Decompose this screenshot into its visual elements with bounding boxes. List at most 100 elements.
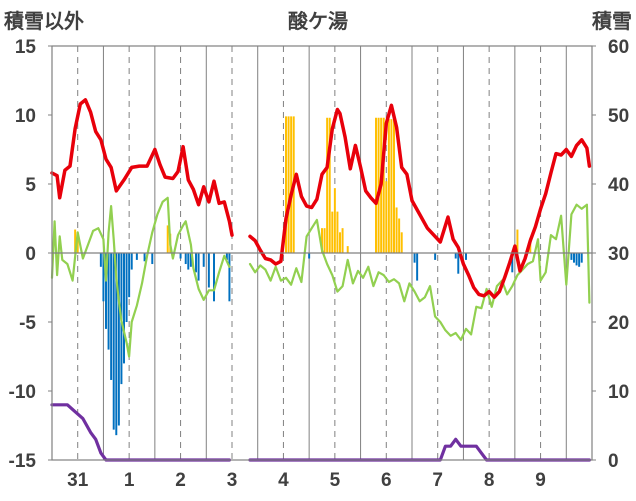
right-tick-label: 0	[608, 451, 619, 472]
left-tick-label: 10	[15, 106, 36, 127]
data-bar	[123, 253, 125, 364]
chart-title: 酸ケ湯	[288, 9, 348, 33]
data-bar	[308, 253, 311, 259]
data-bar	[573, 253, 575, 263]
data-bar	[575, 253, 578, 266]
data-bar	[336, 211, 339, 253]
data-bar	[107, 253, 110, 350]
data-bar	[112, 253, 115, 430]
data-bar	[225, 253, 228, 260]
data-bar	[398, 218, 401, 253]
x-tick-label: 1	[124, 470, 135, 491]
data-bar	[382, 117, 385, 253]
data-bar	[166, 225, 169, 253]
data-bar	[375, 117, 377, 253]
data-bar	[128, 253, 131, 298]
data-bar	[377, 117, 380, 253]
left-tick-label: -10	[9, 382, 36, 403]
data-bar	[323, 228, 326, 253]
right-tick-label: 50	[608, 106, 629, 127]
data-bar	[578, 253, 581, 267]
data-bar	[395, 207, 398, 253]
data-bar	[333, 188, 336, 253]
lines-layer	[50, 98, 592, 462]
series-line-green	[50, 196, 231, 358]
right-tick-label: 40	[608, 175, 629, 196]
right-tick-label: 10	[608, 382, 629, 403]
left-tick-label: -15	[9, 451, 37, 472]
x-tick-label: 3	[227, 470, 238, 491]
data-bar	[339, 232, 341, 253]
data-bar	[516, 229, 519, 253]
data-bar	[285, 116, 287, 253]
left-tick-label: -5	[19, 313, 36, 334]
data-bar	[580, 253, 583, 263]
series-line-purple	[248, 437, 592, 462]
left-tick-label: 15	[15, 37, 37, 58]
series-line-red	[50, 98, 234, 237]
data-bar	[326, 117, 329, 253]
data-bar	[187, 253, 190, 270]
data-bar	[511, 253, 514, 273]
series-line-red	[248, 103, 592, 299]
left-tick-label: 0	[25, 244, 36, 265]
series-line-green	[248, 203, 591, 341]
data-bar	[184, 253, 187, 265]
x-tick-label: 5	[330, 470, 341, 491]
data-bar	[151, 253, 154, 265]
x-tick-label: 6	[381, 470, 392, 491]
data-bar	[346, 246, 349, 253]
data-bar	[321, 228, 323, 253]
data-bar	[228, 253, 231, 302]
x-tick-label: 7	[432, 470, 443, 491]
left-axis-label: 積雪以外	[4, 9, 84, 33]
data-bar	[385, 181, 388, 253]
data-bar	[102, 253, 105, 302]
data-bar	[105, 253, 107, 329]
data-bar	[99, 253, 102, 267]
data-bar	[400, 232, 403, 253]
right-tick-label: 20	[608, 313, 629, 334]
data-bar	[287, 116, 290, 253]
data-bar	[570, 253, 573, 260]
data-bar	[125, 253, 128, 322]
x-tick-label: 31	[67, 470, 89, 491]
data-bar	[416, 253, 419, 281]
data-bar	[413, 253, 416, 263]
x-tick-label: 4	[278, 470, 289, 491]
data-bar	[115, 253, 118, 436]
x-tick-label: 2	[175, 470, 186, 491]
data-bar	[110, 253, 113, 380]
data-bar	[454, 253, 457, 259]
left-tick-label: 5	[25, 175, 36, 196]
data-bar	[465, 253, 467, 260]
right-tick-label: 60	[608, 37, 629, 58]
data-bar	[341, 228, 344, 253]
data-bar	[434, 253, 437, 260]
data-bar	[290, 116, 293, 253]
data-bar	[195, 253, 197, 273]
data-bar	[135, 253, 138, 260]
right-axis-label: 積雪	[592, 10, 632, 33]
x-tick-label: 8	[484, 470, 495, 491]
data-bar	[76, 239, 79, 253]
data-bar	[331, 211, 334, 253]
data-bar	[393, 119, 395, 253]
data-bar	[390, 119, 393, 253]
data-bar	[130, 253, 133, 270]
data-bar	[197, 253, 200, 281]
data-bar	[207, 253, 210, 288]
data-bar	[213, 253, 215, 302]
data-bar	[457, 253, 460, 274]
data-bar	[328, 117, 331, 253]
data-bar	[202, 253, 205, 267]
data-bar	[387, 119, 390, 253]
data-bar	[74, 229, 77, 253]
right-tick-label: 30	[608, 244, 629, 265]
data-bar	[179, 253, 182, 259]
x-tick-label: 9	[535, 470, 546, 491]
data-bar	[117, 253, 120, 426]
data-bar	[189, 253, 192, 267]
